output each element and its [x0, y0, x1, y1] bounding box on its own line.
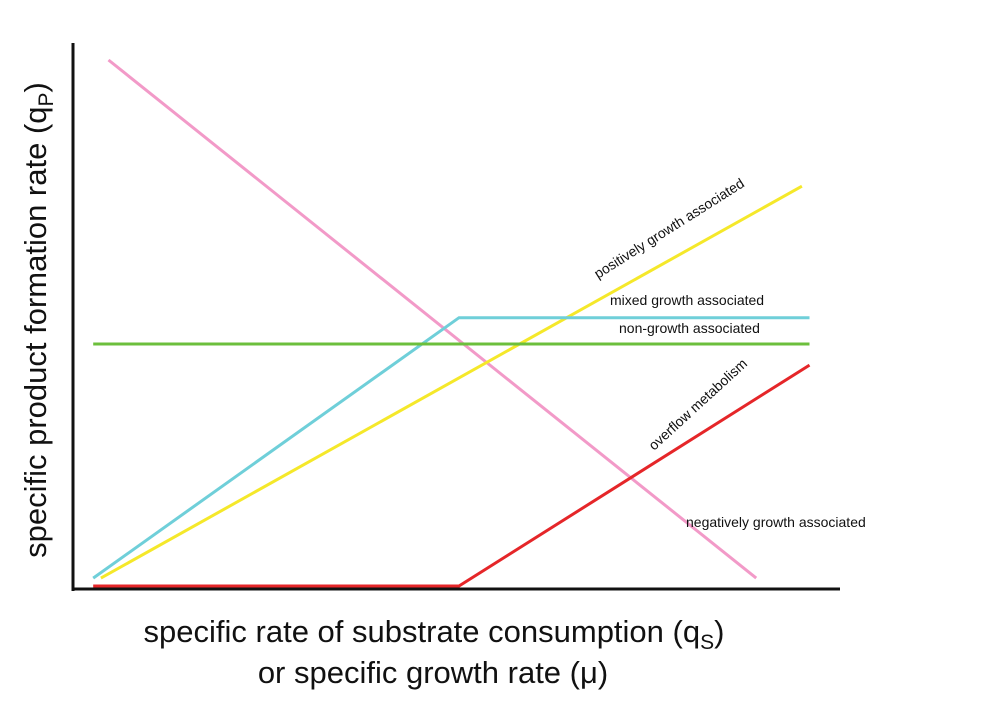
axes-layer	[71, 43, 840, 591]
label-positively-growth-associated: positively growth associated	[591, 175, 747, 282]
label-overflow-metabolism: overflow metabolism	[645, 355, 750, 453]
series-line-positive	[100, 184, 803, 580]
x-axis-title-line-1: specific rate of substrate consumption (…	[144, 614, 725, 654]
label-mixed-growth-associated: mixed growth associated	[610, 292, 764, 308]
series-line-negative	[107, 58, 758, 580]
y-axis-title: specific product formation rate (qP)	[18, 82, 58, 558]
label-negatively-growth-associated: negatively growth associated	[686, 514, 866, 530]
series-layer	[92, 58, 811, 588]
series-line-mixed	[92, 316, 810, 580]
series-line-overflow	[93, 363, 811, 588]
axis-title-layer: specific product formation rate (qP) spe…	[18, 82, 724, 690]
x-axis-title-line-2: or specific growth rate (μ)	[258, 655, 608, 690]
label-non-growth-associated: non-growth associated	[619, 320, 760, 336]
